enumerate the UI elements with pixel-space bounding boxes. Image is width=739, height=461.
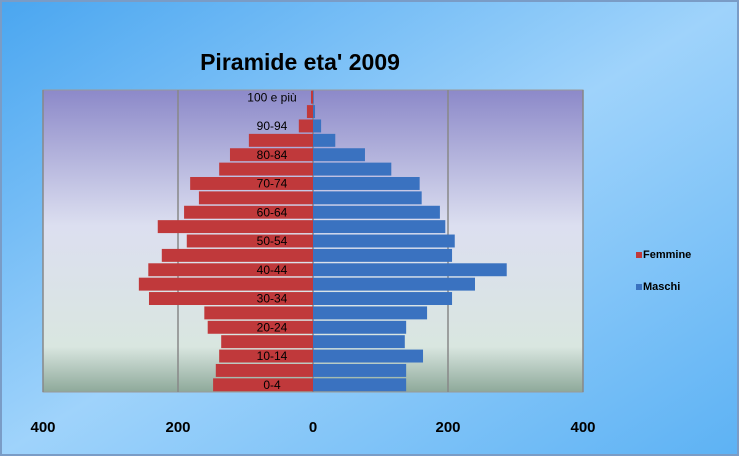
bar <box>198 191 313 205</box>
legend-swatch <box>636 284 642 290</box>
y-tick-label: 30-34 <box>257 292 288 306</box>
bar <box>204 306 313 320</box>
legend-swatch <box>636 252 642 258</box>
bar <box>313 220 446 234</box>
x-tick-label: 400 <box>570 419 595 436</box>
bar <box>313 205 440 219</box>
bar <box>313 335 405 349</box>
bar <box>313 306 428 320</box>
bar <box>248 133 313 147</box>
bar <box>207 320 313 334</box>
x-tick-label: 200 <box>435 419 460 436</box>
y-tick-label: 60-64 <box>257 205 288 219</box>
bar <box>215 363 313 377</box>
bar <box>190 177 313 190</box>
bar <box>148 263 313 277</box>
y-tick-label: 10-14 <box>257 349 288 363</box>
bar <box>313 292 453 305</box>
bar <box>313 177 420 190</box>
y-tick-label: 90-94 <box>257 119 288 133</box>
bar <box>313 148 365 162</box>
bar <box>313 133 336 147</box>
bar <box>184 205 313 219</box>
bar <box>313 363 407 377</box>
bar <box>161 248 313 262</box>
legend-label: Femmine <box>643 249 691 261</box>
x-tick-label: 400 <box>30 419 55 436</box>
y-tick-label: 70-74 <box>257 177 288 191</box>
bar <box>313 105 316 119</box>
chart-title: Piramide eta' 2009 <box>200 49 400 75</box>
legend-label: Maschi <box>643 281 680 293</box>
bar <box>213 378 313 392</box>
y-tick-label: 20-24 <box>257 320 288 334</box>
bar <box>298 119 313 133</box>
bar <box>219 162 313 176</box>
bar <box>313 349 424 363</box>
bar <box>313 234 455 248</box>
bar <box>313 248 453 262</box>
bar <box>313 90 314 104</box>
bar <box>313 119 322 133</box>
bar <box>157 220 313 234</box>
y-tick-label: 0-4 <box>263 378 281 392</box>
bar <box>313 277 475 291</box>
x-tick-label: 0 <box>309 419 317 436</box>
bar <box>186 234 313 248</box>
bar <box>221 335 313 349</box>
bar <box>138 277 313 291</box>
bar <box>229 148 313 162</box>
y-tick-label: 100 e più <box>247 90 296 104</box>
bar <box>148 292 313 305</box>
bar <box>313 191 422 205</box>
bar <box>313 263 507 277</box>
bar <box>313 320 407 334</box>
y-tick-label: 80-84 <box>257 148 288 162</box>
y-tick-label: 40-44 <box>257 263 288 277</box>
bar <box>310 90 313 104</box>
bar <box>313 378 407 392</box>
x-tick-label: 200 <box>165 419 190 436</box>
bar <box>313 162 392 176</box>
bar <box>306 105 313 119</box>
y-tick-label: 50-54 <box>257 234 288 248</box>
bar <box>219 349 313 363</box>
